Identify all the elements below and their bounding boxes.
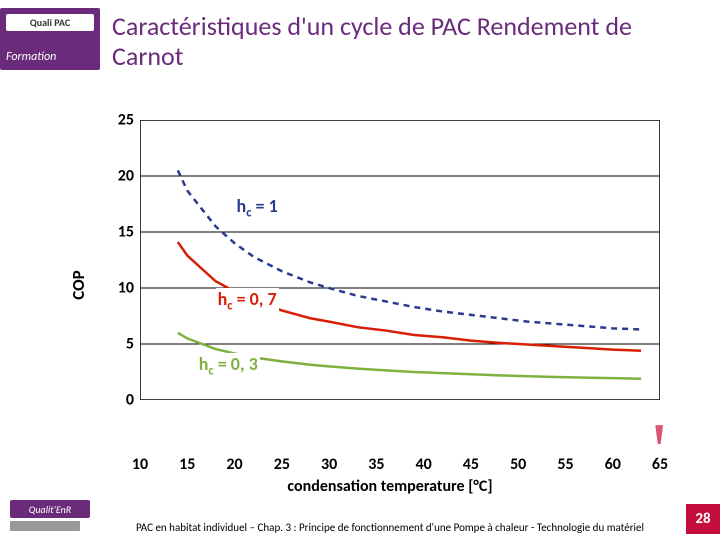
- footer-logo-sub: [10, 521, 80, 531]
- x-tick: 60: [605, 455, 621, 474]
- footer-text: PAC en habitat individuel – Chap. 3 : Pr…: [110, 521, 670, 534]
- logo-qualipac: Quali PAC Formation: [0, 8, 100, 70]
- logo-top-text: Quali PAC: [6, 14, 94, 31]
- y-tick: 15: [108, 223, 134, 242]
- logo-bottom-text: Formation: [6, 50, 56, 64]
- x-tick: 25: [274, 455, 290, 474]
- x-tick: 20: [226, 455, 242, 474]
- x-tick: 50: [510, 455, 526, 474]
- slide-title: Caractéristiques d'un cycle de PAC Rende…: [112, 8, 708, 72]
- x-tick: 35: [368, 455, 384, 474]
- x-tick: 15: [179, 455, 195, 474]
- x-tick: 45: [463, 455, 479, 474]
- x-tick: 10: [132, 455, 148, 474]
- annotation-hc03: hc = 0, 3: [197, 353, 260, 379]
- y-tick: 0: [108, 391, 134, 410]
- x-tick: 30: [321, 455, 337, 474]
- logo-qualitenr: Qualit'EnR: [10, 500, 102, 534]
- y-tick: 25: [108, 111, 134, 130]
- y-tick: 10: [108, 279, 134, 298]
- annotation-hc1: hc = 1: [235, 195, 280, 221]
- footer: Qualit'EnR PAC en habitat individuel – C…: [0, 492, 720, 540]
- footer-logo-text: Qualit'EnR: [10, 500, 90, 518]
- x-tick: 40: [416, 455, 432, 474]
- y-tick: 5: [108, 335, 134, 354]
- header: Quali PAC Formation Caractéristiques d'u…: [0, 0, 720, 72]
- y-axis-label: COP: [68, 270, 89, 299]
- slide: Quali PAC Formation Caractéristiques d'u…: [0, 0, 720, 540]
- cop-chart: COP condensation temperature [°C] 051015…: [110, 120, 670, 450]
- page-number: 28: [686, 504, 720, 534]
- annotation-hc07: hc = 0, 7: [216, 288, 279, 314]
- y-tick: 20: [108, 167, 134, 186]
- x-tick: 55: [557, 455, 573, 474]
